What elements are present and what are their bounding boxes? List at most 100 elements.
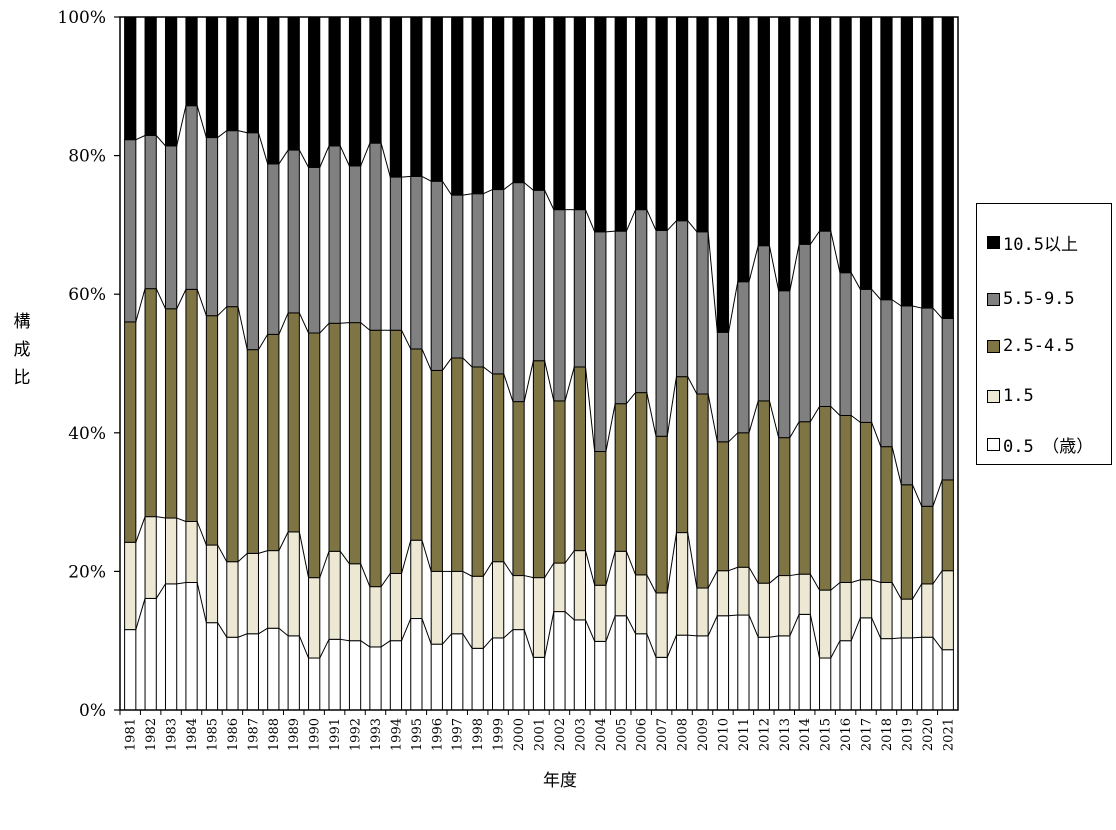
bar-segment xyxy=(737,281,750,434)
series-line xyxy=(646,209,657,231)
x-tick-label: 2017 xyxy=(860,718,875,751)
series-line xyxy=(523,182,534,191)
series-line xyxy=(769,575,779,584)
bar-segment xyxy=(492,189,505,375)
bar-segment xyxy=(369,16,382,144)
x-tick-label: 2006 xyxy=(635,718,650,751)
series-line xyxy=(319,322,330,334)
legend-item-5-5-9-5: 5.5-9.5 xyxy=(987,288,1075,310)
bar-segment xyxy=(205,315,219,546)
bar-segment xyxy=(675,220,689,378)
series-line xyxy=(237,130,248,134)
bar-segment xyxy=(328,16,341,147)
bar-segment xyxy=(308,16,321,168)
bar-segment xyxy=(348,640,362,711)
series-line xyxy=(932,636,943,651)
bar-segment xyxy=(573,550,587,621)
bar-segment xyxy=(819,657,832,711)
bar-segment xyxy=(226,306,239,563)
series-line xyxy=(401,175,411,178)
bar-segment xyxy=(144,516,157,599)
bar-segment xyxy=(328,322,341,552)
series-line xyxy=(462,633,473,649)
bar-segment xyxy=(859,617,873,711)
series-line xyxy=(503,373,514,402)
bar-segment xyxy=(614,615,627,711)
series-line xyxy=(156,516,166,519)
bar-segment xyxy=(778,575,791,637)
series-line xyxy=(605,403,616,452)
bar-segment xyxy=(655,656,668,711)
series-line xyxy=(932,307,943,319)
bar-segment xyxy=(144,597,157,711)
series-line xyxy=(278,149,289,165)
bar-segment xyxy=(839,581,852,642)
series-line xyxy=(482,637,493,649)
bar-segment xyxy=(532,656,546,711)
x-tick-label: 2008 xyxy=(676,718,691,751)
series-line xyxy=(666,220,677,231)
series-line xyxy=(196,521,207,546)
legend-swatch xyxy=(987,339,1000,353)
bar-segment xyxy=(512,575,525,631)
series-line xyxy=(135,288,146,323)
series-line xyxy=(646,574,657,594)
bar-segment xyxy=(226,636,239,711)
series-line xyxy=(564,366,575,402)
bar-segment xyxy=(635,633,648,711)
bar-segment xyxy=(512,401,525,577)
series-line xyxy=(891,582,902,600)
bar-segment xyxy=(819,405,832,591)
y-tick-label: 0% xyxy=(79,701,106,721)
bar-segment xyxy=(819,589,832,659)
series-line xyxy=(707,231,718,333)
y-axis: 0% 20% 40% 60% 80% 100% xyxy=(57,8,120,721)
bar-segment xyxy=(205,137,219,317)
bar-segment xyxy=(614,403,627,552)
series-line xyxy=(748,566,759,584)
series-line xyxy=(768,400,780,438)
bar-segment xyxy=(348,16,362,167)
series-line xyxy=(687,634,697,637)
series-line xyxy=(360,563,371,587)
series-line xyxy=(666,376,677,437)
series-line xyxy=(851,579,861,583)
x-tick-label: 2009 xyxy=(696,718,711,751)
bar-segment xyxy=(859,288,873,423)
bar-segment xyxy=(900,598,914,639)
bar-segment xyxy=(246,349,259,554)
bar-segment xyxy=(941,479,954,572)
bar-segment xyxy=(696,393,709,589)
series-line xyxy=(421,175,432,182)
x-tick-label: 1994 xyxy=(389,718,404,751)
x-tick-label: 1982 xyxy=(144,718,159,751)
bar-segment xyxy=(859,16,873,290)
series-line xyxy=(401,540,412,574)
series-line xyxy=(666,634,677,658)
bar-segment xyxy=(287,312,300,533)
bar-segment xyxy=(859,421,873,581)
series-line xyxy=(932,570,943,585)
series-line xyxy=(707,393,718,442)
legend-label: 1.5 xyxy=(1003,386,1034,406)
bar-segment xyxy=(287,16,300,151)
series-line xyxy=(523,629,534,658)
bar-segment xyxy=(205,622,219,711)
series-line xyxy=(830,231,841,273)
bar-segment xyxy=(185,16,198,107)
bar-segment xyxy=(124,321,137,543)
series-line xyxy=(503,182,514,190)
series-line xyxy=(258,334,269,350)
series-line xyxy=(871,617,882,639)
series-line xyxy=(237,306,248,350)
y-tick-label: 100% xyxy=(57,8,106,28)
series-line xyxy=(728,432,739,443)
bar-segment xyxy=(348,322,362,565)
bar-segment xyxy=(389,329,403,574)
series-line xyxy=(278,627,289,637)
bar-segment xyxy=(164,583,178,711)
bar-segment xyxy=(614,550,627,617)
bar-segment xyxy=(246,132,259,351)
bar-segment xyxy=(798,573,811,615)
bar-segment xyxy=(594,451,607,586)
